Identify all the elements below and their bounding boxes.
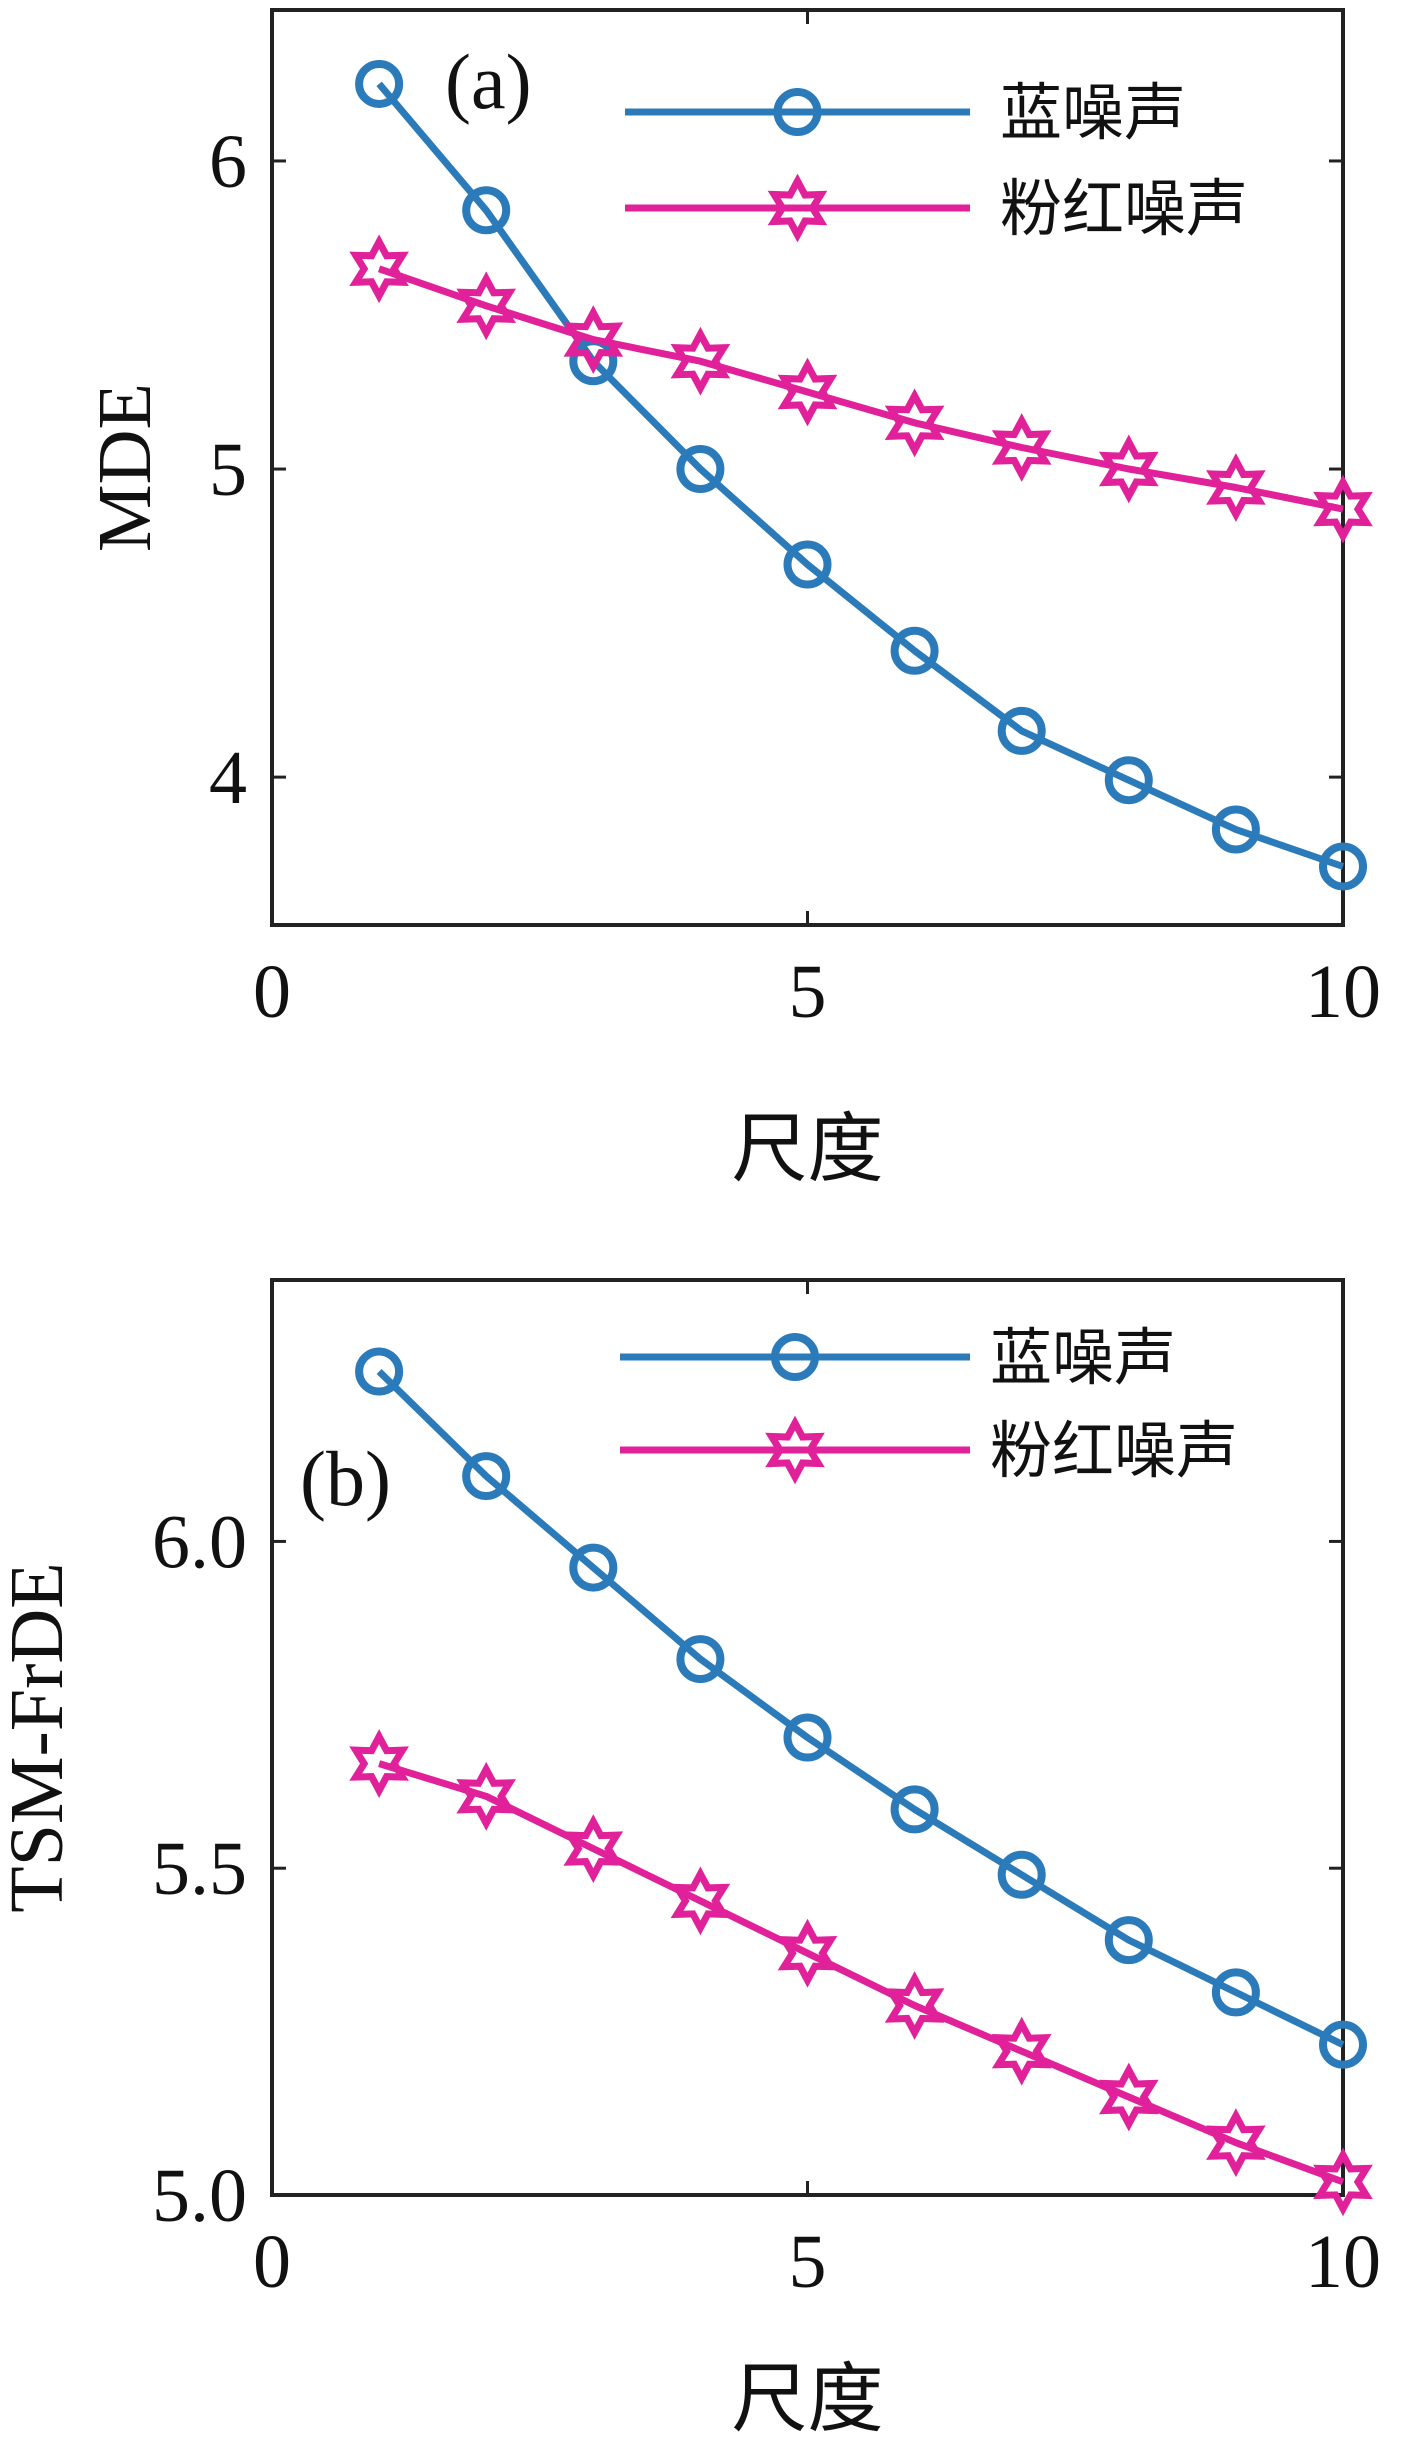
data-point: [783, 1713, 832, 1762]
x-tick-label: 5: [789, 2220, 827, 2304]
data-point: [456, 271, 517, 341]
y-tick-label: 5: [209, 428, 247, 512]
legend-marker: [773, 88, 822, 136]
data-point: [1104, 1916, 1153, 1965]
y-tick-label: 5.5: [152, 1827, 247, 1911]
data-point: [1313, 2147, 1373, 2217]
data-point: [1319, 2020, 1367, 2069]
data-point: [777, 1918, 838, 1988]
y-tick-label: 4: [209, 736, 247, 820]
data-point: [884, 1971, 945, 2040]
data-point: [676, 445, 725, 494]
data-point: [777, 357, 838, 427]
data-point: [890, 1785, 939, 1834]
y-tick-label: 6: [209, 120, 247, 204]
legend-label: 粉红噪声: [1000, 172, 1248, 245]
legend-marker: [765, 1415, 825, 1485]
legend-marker: [771, 1333, 819, 1381]
data-point: [1313, 474, 1373, 544]
data-point: [1211, 805, 1260, 854]
data-point: [349, 234, 409, 304]
data-point: [349, 1729, 409, 1799]
series-pink-noise: [349, 1729, 1373, 2217]
legend-marker: [767, 173, 828, 243]
data-point: [1098, 2062, 1159, 2132]
x-tick-label: 0: [253, 950, 291, 1034]
series-line: [378, 1760, 1345, 2186]
series-blue-noise: [355, 1347, 1367, 2069]
x-tick-label: 5: [789, 950, 827, 1034]
data-point: [890, 626, 939, 675]
data-point: [1098, 434, 1159, 504]
data-point: [1319, 842, 1367, 891]
y-axis-label: TSM-FrDE: [0, 1562, 79, 1912]
data-point: [456, 1761, 517, 1831]
x-tick-label: 10: [1305, 2220, 1381, 2304]
y-axis-label: MDE: [83, 383, 167, 552]
data-point: [462, 186, 511, 235]
legend-label: 蓝噪声: [1000, 76, 1186, 149]
data-point: [1211, 1968, 1260, 2017]
data-point: [991, 2016, 1052, 2086]
data-point: [670, 1866, 731, 1936]
series-blue-noise: [355, 59, 1367, 891]
data-point: [997, 1850, 1046, 1899]
data-point: [1206, 2108, 1266, 2178]
data-point: [355, 59, 404, 108]
panel-label: (a): [445, 38, 532, 125]
data-point: [997, 706, 1046, 755]
data-point: [462, 1452, 511, 1501]
data-point: [670, 326, 731, 396]
data-point: [355, 1347, 404, 1396]
data-point: [569, 1543, 618, 1592]
data-point: [1104, 756, 1153, 805]
data-point: [783, 540, 832, 589]
x-axis-label: 尺度: [732, 1104, 884, 1193]
x-tick-label: 0: [253, 2220, 291, 2304]
panel-label: (b): [300, 1435, 391, 1522]
x-tick-label: 10: [1305, 950, 1381, 1034]
series-line: [377, 265, 1344, 513]
series-line: [376, 81, 1345, 870]
legend-label: 蓝噪声: [990, 1321, 1176, 1394]
y-tick-label: 5.0: [152, 2154, 247, 2238]
data-point: [676, 1635, 725, 1684]
data-point: [991, 413, 1052, 482]
data-point: [563, 1814, 624, 1884]
series-pink-noise: [349, 234, 1373, 544]
data-point: [884, 388, 945, 458]
x-axis-label: 尺度: [732, 2354, 884, 2443]
y-tick-label: 6.0: [152, 1500, 247, 1584]
data-point: [1206, 453, 1266, 522]
legend-label: 粉红噪声: [990, 1414, 1238, 1487]
series-line: [376, 1368, 1345, 2048]
data-point: [563, 305, 624, 375]
